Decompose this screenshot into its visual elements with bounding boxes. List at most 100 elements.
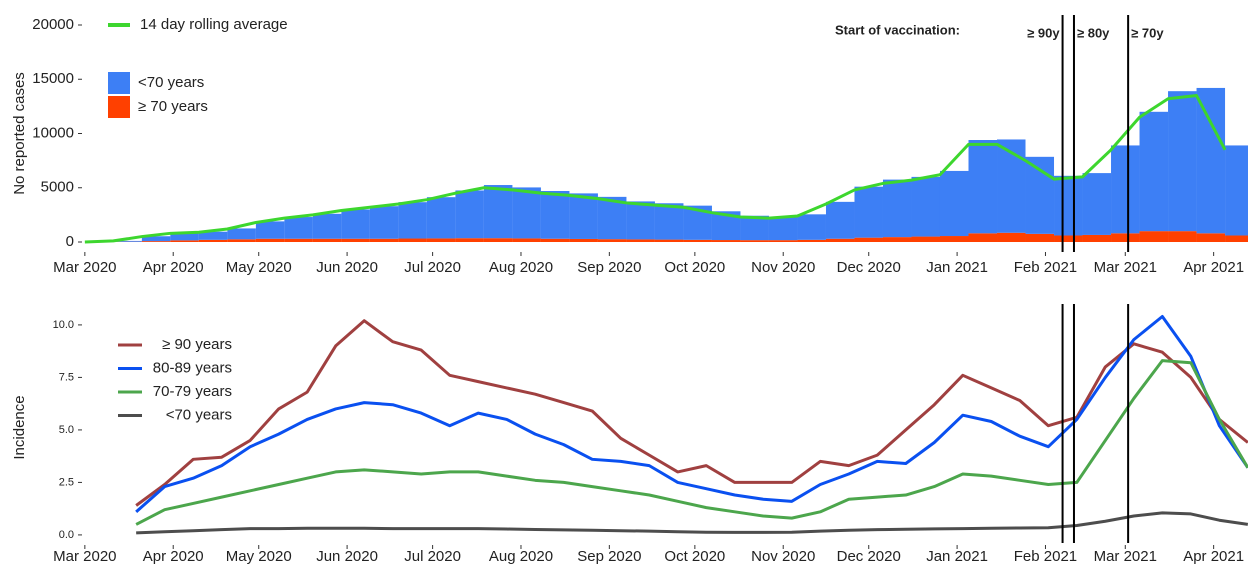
bar [768, 216, 798, 241]
bar [626, 201, 655, 240]
bar [597, 239, 627, 242]
x-tick-label: Mar 2021 [1094, 259, 1157, 276]
bar [483, 238, 513, 242]
bar [255, 238, 285, 242]
bar [797, 239, 826, 242]
bar [911, 176, 940, 237]
bar [1225, 145, 1248, 236]
legend-label: 80-89 years [153, 359, 232, 376]
bar [455, 190, 484, 239]
bar [911, 236, 940, 242]
x-tick-label: May 2020 [226, 259, 292, 276]
bar [1196, 87, 1226, 234]
bar [569, 193, 598, 239]
x-tick-label: Aug 2020 [489, 548, 553, 565]
bar [227, 228, 256, 240]
bar [113, 240, 142, 242]
bar [426, 238, 456, 242]
legend-swatch [108, 72, 130, 94]
bar [882, 237, 912, 242]
bar [968, 140, 998, 234]
x-tick-label: Sep 2020 [577, 259, 641, 276]
y-tick-label: 10000 [32, 124, 74, 141]
bar [797, 214, 826, 240]
bar [141, 241, 171, 242]
bar [740, 215, 769, 241]
x-tick-label: Jul 2020 [404, 548, 461, 565]
y-tick-label: 0 [66, 233, 74, 250]
bar [512, 187, 541, 239]
x-tick-label: Sep 2020 [577, 548, 641, 565]
legend-label: 14 day rolling average [140, 16, 288, 33]
bar [170, 240, 199, 242]
y-tick-label: 5.0 [59, 424, 74, 436]
x-tick-label: Nov 2020 [751, 259, 815, 276]
bar [255, 221, 285, 239]
bar [284, 217, 313, 239]
x-tick-label: Aug 2020 [489, 259, 553, 276]
bar [540, 191, 570, 239]
bar [1054, 175, 1083, 236]
y-tick-label: 7.5 [59, 371, 74, 383]
x-tick-label: Apr 2021 [1183, 548, 1244, 565]
bar [141, 236, 171, 242]
bar [1139, 231, 1169, 242]
x-tick-label: May 2020 [226, 548, 292, 565]
bar [512, 238, 541, 242]
bar [483, 185, 513, 239]
bar [825, 238, 855, 242]
bar [1082, 173, 1112, 235]
y-tick-label: 15000 [32, 70, 74, 87]
bar [768, 240, 798, 242]
y-tick-label: 5000 [41, 179, 74, 196]
vaccination-label: ≥ 90y [1027, 25, 1060, 40]
x-tick-label: Jun 2020 [316, 259, 378, 276]
bar [284, 238, 313, 242]
bar [1111, 145, 1140, 234]
x-tick-label: Apr 2020 [143, 548, 204, 565]
bar [1168, 231, 1197, 242]
legend-label: ≥ 90 years [162, 336, 232, 353]
bar [683, 239, 712, 242]
bar [711, 240, 741, 242]
bar [1054, 235, 1083, 242]
bar [569, 238, 598, 242]
vaccination-label: ≥ 70y [1131, 25, 1164, 40]
x-tick-label: Oct 2020 [664, 259, 725, 276]
bar [882, 179, 912, 238]
bar [597, 196, 627, 240]
y-tick-label: 20000 [32, 16, 74, 33]
bar [426, 197, 456, 239]
x-tick-label: Jan 2021 [926, 548, 988, 565]
bar [1168, 91, 1197, 232]
bar [997, 232, 1026, 242]
bar [198, 231, 228, 240]
bar [939, 170, 969, 237]
x-tick-label: Mar 2020 [53, 259, 116, 276]
bar [854, 186, 883, 238]
x-tick-label: Mar 2020 [53, 548, 116, 565]
legend-label: 70-79 years [153, 383, 232, 400]
bar [1082, 234, 1112, 242]
legend-label: <70 years [138, 74, 204, 91]
series-line [84, 94, 1227, 244]
series-line [135, 359, 1248, 526]
bar [198, 239, 228, 242]
x-tick-label: Feb 2021 [1014, 548, 1077, 565]
x-tick-label: Jul 2020 [404, 259, 461, 276]
bar [227, 239, 256, 242]
series-line [135, 315, 1248, 513]
bar [939, 236, 969, 242]
bar [654, 203, 684, 240]
bar [1139, 111, 1169, 232]
y-tick-label: 10.0 [53, 319, 74, 331]
bar [369, 238, 399, 242]
x-tick-label: Jun 2020 [316, 548, 378, 565]
vaccination-label: ≥ 80y [1077, 25, 1110, 40]
x-tick-label: Oct 2020 [664, 548, 725, 565]
bar [626, 239, 655, 242]
bar [312, 238, 342, 242]
bar [540, 238, 570, 242]
